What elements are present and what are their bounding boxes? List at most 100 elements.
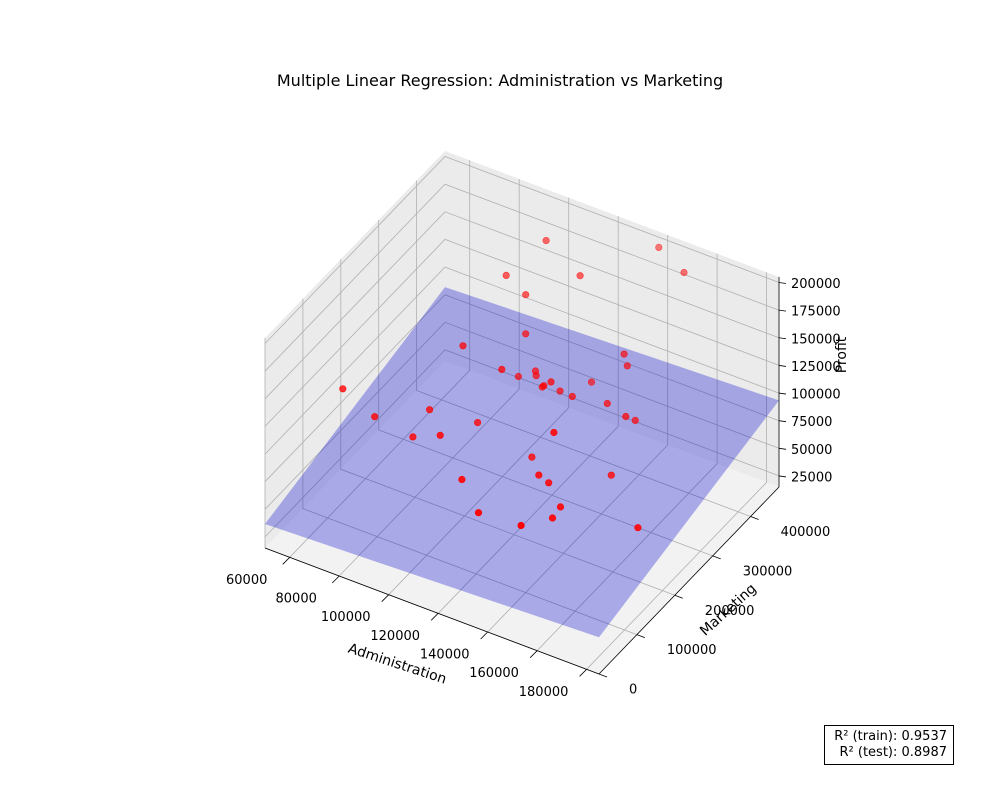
scatter-point <box>498 365 506 374</box>
regression-plane <box>265 287 779 638</box>
scatter-point <box>371 413 379 421</box>
x-tick-mark <box>579 669 587 677</box>
z-tick-mark <box>778 420 787 423</box>
x-tick-mark <box>529 650 538 658</box>
x-gridline <box>487 235 669 633</box>
y-tick-mark <box>712 555 721 560</box>
y-gridline <box>416 180 751 517</box>
back-pane <box>445 151 779 487</box>
z-gridline <box>264 156 780 344</box>
y-tick-label: 100000 <box>667 643 717 658</box>
z-tick-mark <box>778 447 787 450</box>
y-tick-label: 200000 <box>705 604 755 619</box>
x-tick-mark <box>331 575 340 584</box>
scatter-point <box>634 524 642 532</box>
z-tick-mark <box>778 392 787 395</box>
regression-plane-surface <box>265 287 779 638</box>
scatter-point <box>680 268 688 277</box>
scatter-point <box>631 416 639 425</box>
z-gridline <box>264 238 780 427</box>
x-tick-mark <box>381 594 389 602</box>
y-gridline <box>302 298 638 635</box>
y-gridline <box>340 259 675 596</box>
left-pane <box>265 151 445 548</box>
y-tick-label: 300000 <box>743 564 793 579</box>
scatter-point <box>623 362 631 370</box>
scatter-point <box>426 406 434 414</box>
z-tick-label: 125000 <box>791 360 841 375</box>
x-tick-label: 100000 <box>321 610 371 625</box>
z-tick-mark <box>778 309 787 312</box>
scatter-point <box>409 433 417 441</box>
r2-test-text: R² (test): 0.8987 <box>839 745 948 760</box>
scatter-point <box>622 412 630 421</box>
scatter-point <box>532 372 540 380</box>
scatter-point <box>538 383 546 391</box>
scatter-point <box>607 471 615 479</box>
scatter-point <box>522 330 530 338</box>
x-tick-label: 160000 <box>469 666 519 681</box>
x-gridline <box>289 160 471 558</box>
x-gridline <box>437 216 619 614</box>
y-axis-line <box>598 486 780 675</box>
scatter-point <box>545 479 553 487</box>
z-axis-label: Profit <box>834 336 850 373</box>
scatter-point <box>528 453 536 461</box>
scatter-point <box>542 237 550 245</box>
z-gridline <box>264 266 780 455</box>
z-gridline <box>264 321 780 510</box>
z-gridline <box>264 183 780 372</box>
y-tick-label: 0 <box>629 683 637 698</box>
x-tick-label: 60000 <box>226 573 267 588</box>
y-tick-label: 400000 <box>781 525 831 540</box>
x-tick-label: 140000 <box>420 648 470 663</box>
scatter-point <box>502 271 510 280</box>
r2-train-text: R² (train): 0.9537 <box>834 729 947 744</box>
x-tick-label: 180000 <box>519 685 569 700</box>
scatter-point <box>535 471 543 479</box>
z-tick-label: 175000 <box>791 305 841 320</box>
r2-annotation: R² (train): 0.9537 R² (test): 0.8987 <box>824 725 954 765</box>
scatter-point <box>339 385 347 393</box>
scatter-point <box>556 387 564 395</box>
axis-panes <box>265 151 779 674</box>
z-tick-mark <box>778 365 787 367</box>
scatter-point <box>568 392 576 401</box>
z-gridline <box>264 294 780 482</box>
x-tick-label: 80000 <box>276 592 317 607</box>
x-gridline <box>338 179 520 577</box>
scatter-point <box>522 291 530 299</box>
scatter-point <box>458 475 466 484</box>
z-gridline <box>264 349 780 538</box>
y-tick-mark <box>674 594 683 599</box>
floor-pane <box>265 361 779 674</box>
scatter-point <box>474 419 482 427</box>
z-tick-label: 150000 <box>791 332 841 347</box>
y-gridline <box>378 219 713 557</box>
z-tick-label: 100000 <box>791 388 841 403</box>
scatter-point <box>459 342 467 350</box>
scatter-point <box>517 521 525 530</box>
scatter-point <box>655 243 663 251</box>
x-gridline <box>586 272 767 670</box>
x-tick-mark <box>282 557 291 565</box>
x-tick-mark <box>430 613 439 621</box>
scatter-points-front <box>339 237 688 532</box>
scatter-point <box>603 399 611 408</box>
scatter-point <box>514 372 523 381</box>
z-tick-mark <box>778 282 787 284</box>
scatter-point <box>547 378 555 386</box>
scatter-point <box>620 350 628 358</box>
z-tick-label: 25000 <box>791 470 832 485</box>
scatter-point <box>576 272 584 280</box>
scatter-point <box>556 503 565 511</box>
y-tick-mark <box>598 673 608 678</box>
x-gridline <box>536 253 718 651</box>
z-gridline <box>264 211 780 400</box>
x-tick-mark <box>480 631 488 640</box>
x-gridline <box>388 197 570 595</box>
scatter-point <box>587 378 596 386</box>
z-tick-label: 75000 <box>791 415 832 430</box>
